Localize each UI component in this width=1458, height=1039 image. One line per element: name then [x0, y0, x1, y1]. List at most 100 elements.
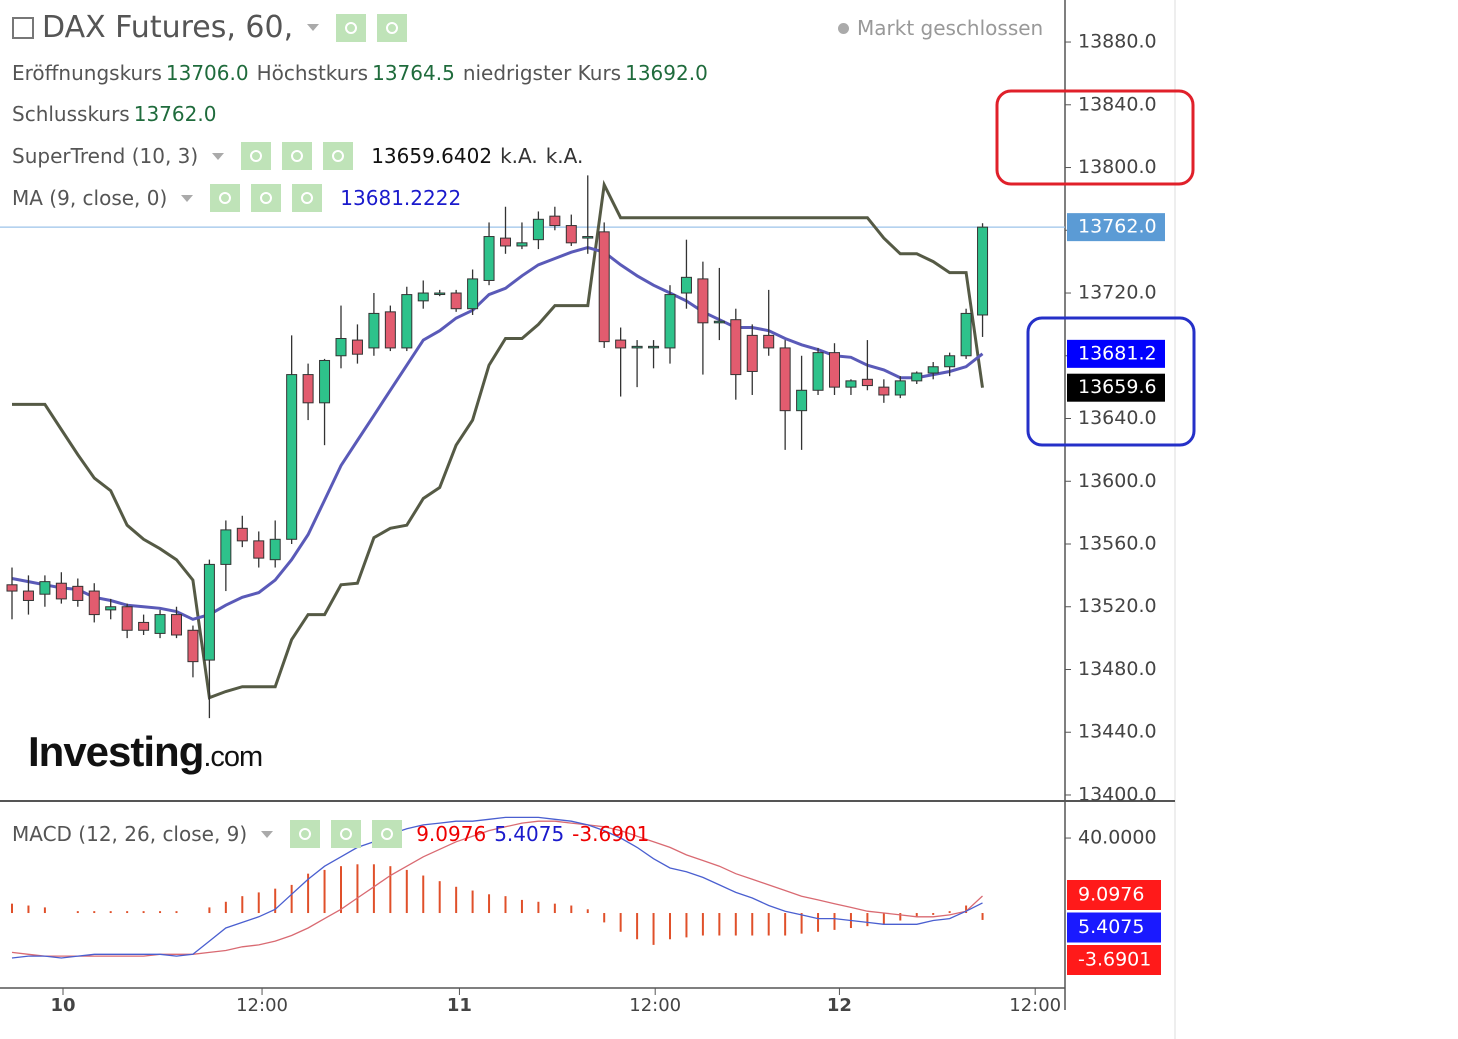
x-tick-label: 10: [50, 995, 75, 1016]
y-tick-label: 13880.0: [1078, 31, 1157, 53]
y-tick-label: 13720.0: [1078, 282, 1157, 304]
dropdown[interactable]: [307, 24, 320, 31]
candle-body: [927, 366, 939, 374]
ohlc-name: Höchstkurs: [256, 61, 369, 85]
candle-body: [730, 319, 742, 376]
chart-title: DAX Futures, 60,: [42, 10, 294, 45]
highlight-box: [995, 89, 1195, 186]
candle-body: [582, 236, 594, 239]
indicator-value: k.A.: [500, 144, 538, 168]
eye-icon[interactable]: [336, 13, 367, 42]
eye-icon[interactable]: [241, 142, 272, 170]
dropdown[interactable]: [212, 152, 225, 160]
ohlc-row: Eröffnungskurs 13706.0 Höchstkurs 13764.5 …: [12, 61, 708, 85]
dropdown[interactable]: [181, 194, 194, 202]
value-box-label: 9.0976: [1078, 884, 1144, 906]
candle-body: [697, 278, 709, 324]
candle-body: [154, 614, 166, 634]
candle-body: [319, 359, 331, 404]
ohlc-value: 13762.0: [133, 102, 217, 126]
candle-body: [812, 352, 824, 391]
indicator-line: [11, 245, 984, 621]
candle-body: [483, 236, 495, 281]
candle-body: [105, 606, 117, 611]
candle-body: [680, 276, 692, 294]
y-tick-label: 13520.0: [1078, 595, 1157, 617]
candle-body: [187, 629, 199, 663]
candle-body: [796, 389, 808, 412]
supertrend-legend: SuperTrend (10, 3) 13659.6402 k.A. k.A.: [12, 142, 583, 170]
indicator-value: 9.0976: [416, 822, 487, 846]
value-box-label: -3.6901: [1078, 949, 1151, 971]
candle-body: [72, 585, 84, 601]
candle-body: [845, 380, 857, 388]
price-label-box: [1067, 339, 1165, 368]
gear-icon[interactable]: [331, 820, 362, 848]
candle-body: [631, 345, 643, 349]
candle-body: [615, 339, 627, 349]
value-box: [1067, 945, 1161, 975]
candle-body: [450, 292, 462, 310]
price-label: 13659.6: [1078, 376, 1157, 398]
indicator-name: MACD (12, 26, close, 9): [12, 822, 248, 846]
candle-body: [384, 311, 396, 349]
close-icon[interactable]: [323, 142, 354, 170]
price-label-box: [1067, 373, 1165, 402]
indicator-value: -3.6901: [572, 822, 650, 846]
close-icon[interactable]: [292, 184, 323, 212]
price-label: 13681.2: [1078, 342, 1157, 364]
eye-icon[interactable]: [290, 820, 321, 848]
eye-icon[interactable]: [210, 184, 241, 212]
candle-body: [286, 374, 298, 540]
candle-body: [960, 312, 972, 357]
candle-body: [763, 334, 775, 349]
collapse-icon[interactable]: [12, 16, 34, 39]
candle-body: [565, 225, 577, 244]
y-tick-label: 13480.0: [1078, 658, 1157, 680]
candle-body: [236, 527, 248, 542]
candle-body: [861, 378, 873, 387]
logo: Investing.com: [28, 728, 263, 776]
x-tick-label: 11: [447, 995, 472, 1016]
x-tick-label: 12:00: [629, 995, 681, 1016]
candle-body: [894, 380, 906, 396]
logo-brand: Investing: [28, 728, 204, 775]
gear-icon[interactable]: [377, 13, 408, 42]
gear-icon[interactable]: [282, 142, 313, 170]
candle-body: [598, 231, 610, 343]
candle-body: [88, 590, 100, 616]
candle-body: [6, 584, 18, 592]
gear-icon[interactable]: [251, 184, 282, 212]
status-dot: [838, 22, 849, 34]
close-icon[interactable]: [372, 820, 403, 848]
candle-body: [368, 312, 380, 349]
candle-body: [713, 320, 725, 324]
status-text: Markt geschlossen: [857, 16, 1044, 40]
candle-body: [203, 563, 215, 661]
value-box: [1067, 880, 1161, 910]
y-tick-label: 13400.0: [1078, 783, 1157, 805]
ohlc-value: 13692.0: [625, 61, 708, 85]
ohlc-value: 13706.0: [165, 61, 249, 85]
close-row: Schlusskurs 13762.0: [12, 102, 216, 126]
candle-body: [516, 242, 528, 247]
macd-legend: MACD (12, 26, close, 9) 9.0976 5.4075 -3…: [12, 820, 649, 848]
y-tick-label: 13560.0: [1078, 533, 1157, 555]
x-tick-label: 12: [827, 995, 852, 1016]
highlight-box: [1026, 316, 1196, 447]
y-tick-label: 13600.0: [1078, 470, 1157, 492]
y-tick-label: 13440.0: [1078, 721, 1157, 743]
dropdown[interactable]: [261, 830, 274, 838]
candle-body: [302, 374, 314, 404]
candle-body: [171, 614, 182, 636]
candle-body: [417, 292, 429, 302]
candle-body: [746, 334, 758, 372]
candle-body: [648, 345, 660, 349]
logo-suffix: .com: [203, 741, 263, 773]
candle-body: [779, 347, 791, 412]
candle-body: [549, 215, 561, 227]
candle-body: [977, 226, 989, 316]
ma-legend: MA (9, close, 0) 13681.2222: [12, 184, 461, 212]
